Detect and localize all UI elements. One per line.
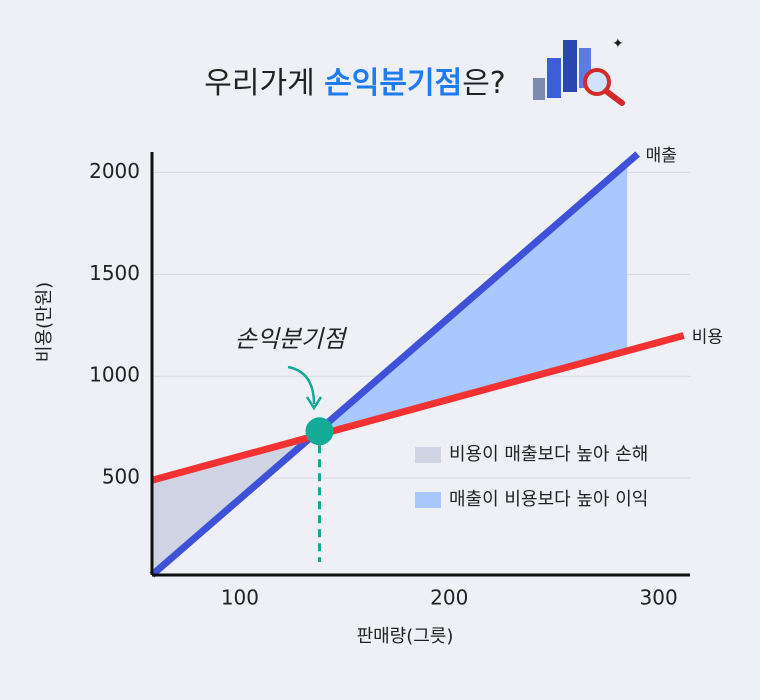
icon-bar <box>547 58 561 98</box>
title-part: 우리가게 <box>204 66 324 101</box>
title-icon: ✦ <box>533 36 625 106</box>
break-even-arrow <box>287 365 316 405</box>
title-part: 은? <box>462 66 506 101</box>
series-line <box>149 151 640 578</box>
title-highlight: 손익분기점 <box>324 66 462 101</box>
icon-magnifier <box>583 68 611 96</box>
y-axis-label: 비용(만원) <box>34 282 55 362</box>
x-axis-label: 판매량(그릇) <box>357 626 454 647</box>
break-even-arrowhead <box>305 396 323 411</box>
y-tick-label: 2000 <box>89 159 140 183</box>
break-even-label: 손익분기점 <box>235 325 348 353</box>
x-tick-label: 200 <box>430 586 468 610</box>
icon-bar <box>563 40 577 92</box>
icon-bar <box>533 78 545 100</box>
y-tick-label: 500 <box>102 465 140 489</box>
legend-label: 매출이 비용보다 높아 이익 <box>449 489 648 510</box>
chart-title: 우리가게 손익분기점은? <box>204 66 505 101</box>
x-tick-label: 100 <box>221 586 259 610</box>
y-tick-label: 1000 <box>89 363 140 387</box>
series-line <box>151 332 685 484</box>
y-tick-label: 1500 <box>89 261 140 285</box>
legend-swatch <box>415 492 441 508</box>
icon-handle <box>603 88 625 106</box>
legend-swatch <box>415 447 441 463</box>
series-label: 매출 <box>646 146 677 166</box>
x-tick-label: 300 <box>640 586 678 610</box>
break-even-point <box>305 417 334 446</box>
icon-sparkle: ✦ <box>612 36 624 52</box>
series-label: 비용 <box>692 327 723 347</box>
legend-label: 비용이 매출보다 높아 손해 <box>449 444 648 465</box>
